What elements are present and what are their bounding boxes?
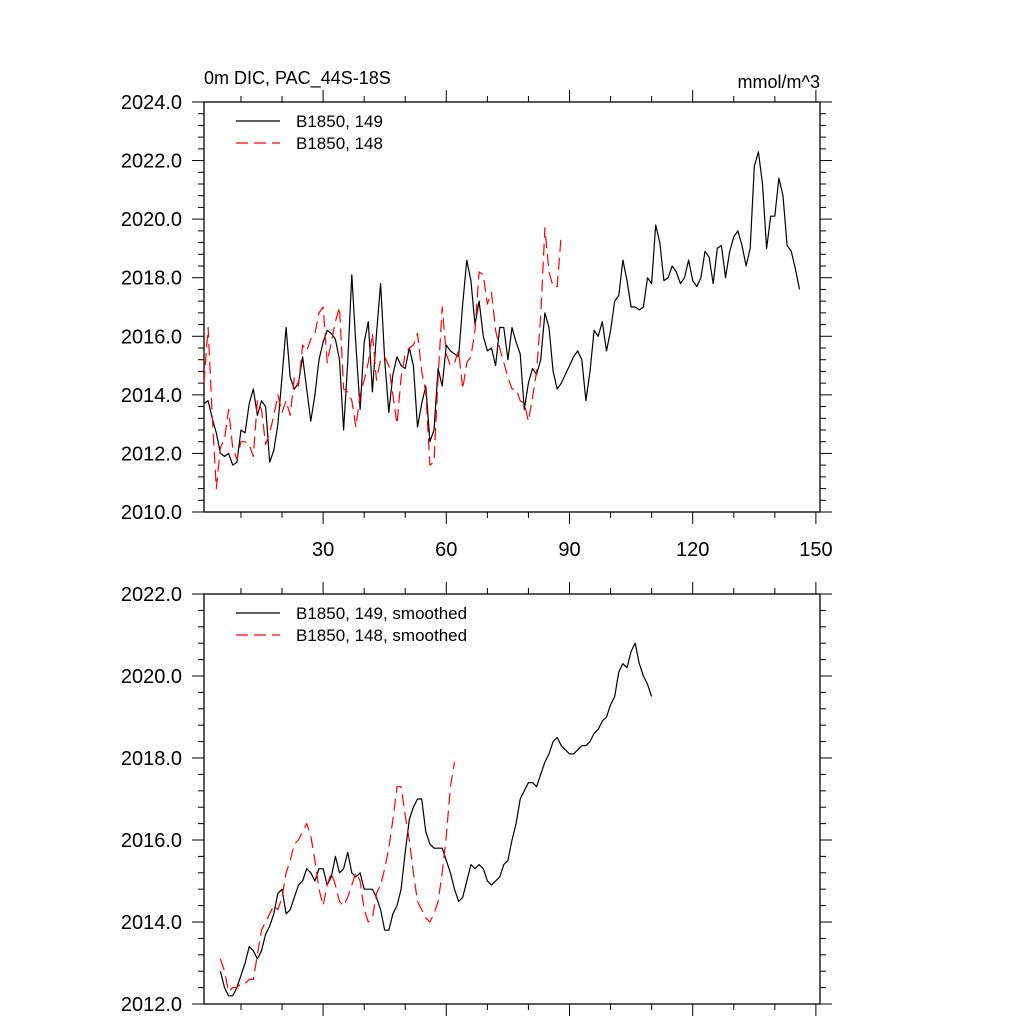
x-tick-label-0-90: 90 — [558, 539, 580, 561]
y-tick-label-0-4: 2018.0 — [121, 268, 182, 290]
series-line-1-0 — [219, 642, 653, 997]
y-tick-label-1-2: 2016.0 — [121, 830, 182, 852]
y-tick-label-0-7: 2024.0 — [121, 92, 182, 114]
x-tick-label-0-60: 60 — [435, 539, 457, 561]
series-line-0-0 — [203, 151, 801, 466]
y-tick-label-1-1: 2014.0 — [121, 912, 182, 934]
y-tick-label-1-3: 2018.0 — [121, 748, 182, 770]
series-line-0-1 — [203, 227, 562, 490]
y-tick-label-1-4: 2020.0 — [121, 666, 182, 688]
y-tick-label-0-5: 2020.0 — [121, 209, 182, 231]
chart-title: 0m DIC, PAC_44S-18S — [204, 68, 391, 89]
series-line-1-1 — [219, 762, 456, 993]
x-tick-label-0-120: 120 — [676, 539, 709, 561]
y-tick-label-0-0: 2010.0 — [121, 502, 182, 524]
legend-label-148: B1850, 148 — [296, 134, 383, 153]
panel-top: 0m DIC, PAC_44S-18S mmol/m^3 B1850, 149 … — [121, 68, 833, 561]
y-tick-label-0-1: 2012.0 — [121, 443, 182, 465]
panel-bottom: B1850, 149, smoothed B1850, 148, smoothe… — [121, 582, 832, 1016]
legend-label-149-smoothed: B1850, 149, smoothed — [296, 604, 467, 623]
plot-frame-top — [203, 101, 821, 513]
y-tick-label-0-3: 2016.0 — [121, 326, 182, 348]
y-tick-label-0-6: 2022.0 — [121, 151, 182, 173]
units-label: mmol/m^3 — [738, 72, 820, 92]
y-tick-label-1-0: 2012.0 — [121, 994, 182, 1016]
x-tick-label-0-150: 150 — [799, 539, 832, 561]
legend-label-148-smoothed: B1850, 148, smoothed — [296, 626, 467, 645]
y-tick-label-1-5: 2022.0 — [121, 584, 182, 606]
legend-top: B1850, 149 B1850, 148 — [236, 112, 383, 153]
legend-label-149: B1850, 149 — [296, 112, 383, 131]
y-tick-label-0-2: 2014.0 — [121, 385, 182, 407]
legend-bottom: B1850, 149, smoothed B1850, 148, smoothe… — [236, 604, 467, 645]
x-tick-label-0-30: 30 — [312, 539, 334, 561]
plot-frame-bottom — [203, 593, 821, 1005]
